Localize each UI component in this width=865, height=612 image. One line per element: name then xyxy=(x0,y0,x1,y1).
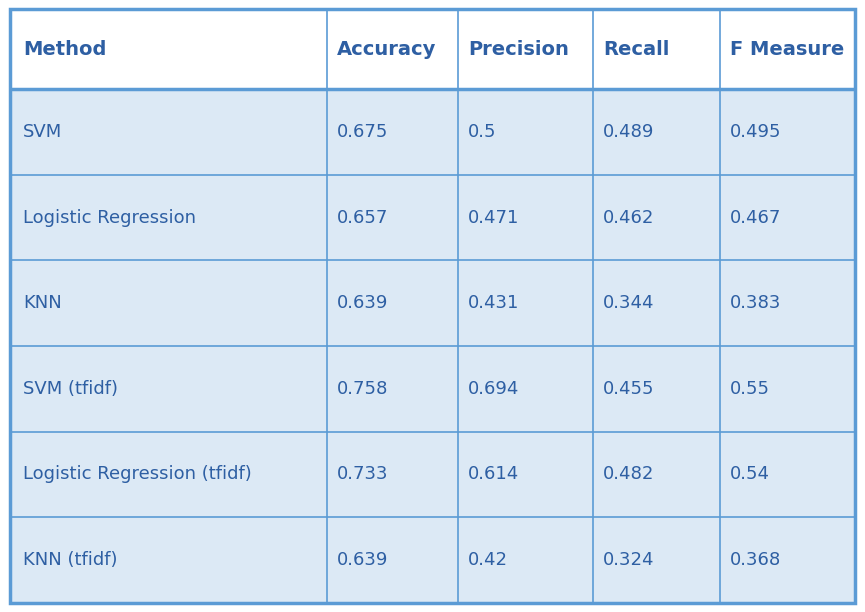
Bar xyxy=(10,261,855,346)
Text: KNN (tfidf): KNN (tfidf) xyxy=(23,551,118,569)
Text: 0.455: 0.455 xyxy=(603,380,655,398)
Bar xyxy=(10,89,855,175)
Text: 0.657: 0.657 xyxy=(337,209,388,226)
Text: SVM (tfidf): SVM (tfidf) xyxy=(23,380,119,398)
Text: 0.482: 0.482 xyxy=(603,466,655,483)
Text: 0.462: 0.462 xyxy=(603,209,655,226)
Text: 0.344: 0.344 xyxy=(603,294,655,312)
Text: 0.55: 0.55 xyxy=(730,380,770,398)
Text: Precision: Precision xyxy=(468,40,569,59)
Bar xyxy=(10,9,855,89)
Text: 0.5: 0.5 xyxy=(468,123,497,141)
Bar xyxy=(10,517,855,603)
Text: 0.614: 0.614 xyxy=(468,466,520,483)
Text: Logistic Regression: Logistic Regression xyxy=(23,209,196,226)
Text: 0.495: 0.495 xyxy=(730,123,781,141)
Text: Logistic Regression (tfidf): Logistic Regression (tfidf) xyxy=(23,466,252,483)
Bar xyxy=(10,175,855,261)
Text: 0.639: 0.639 xyxy=(337,551,388,569)
Text: 0.368: 0.368 xyxy=(730,551,781,569)
Text: 0.431: 0.431 xyxy=(468,294,520,312)
Text: KNN: KNN xyxy=(23,294,62,312)
Text: 0.733: 0.733 xyxy=(337,466,389,483)
Text: 0.675: 0.675 xyxy=(337,123,388,141)
Text: 0.383: 0.383 xyxy=(730,294,781,312)
Text: 0.467: 0.467 xyxy=(730,209,781,226)
Bar xyxy=(10,431,855,517)
Text: 0.694: 0.694 xyxy=(468,380,520,398)
Text: F Measure: F Measure xyxy=(730,40,844,59)
Text: 0.639: 0.639 xyxy=(337,294,388,312)
Text: 0.54: 0.54 xyxy=(730,466,770,483)
Text: Recall: Recall xyxy=(603,40,670,59)
Text: Method: Method xyxy=(23,40,106,59)
Text: 0.489: 0.489 xyxy=(603,123,655,141)
Text: Accuracy: Accuracy xyxy=(337,40,437,59)
Text: 0.42: 0.42 xyxy=(468,551,509,569)
Bar xyxy=(10,346,855,431)
Text: 0.324: 0.324 xyxy=(603,551,655,569)
Text: SVM: SVM xyxy=(23,123,62,141)
Text: 0.758: 0.758 xyxy=(337,380,388,398)
Text: 0.471: 0.471 xyxy=(468,209,520,226)
